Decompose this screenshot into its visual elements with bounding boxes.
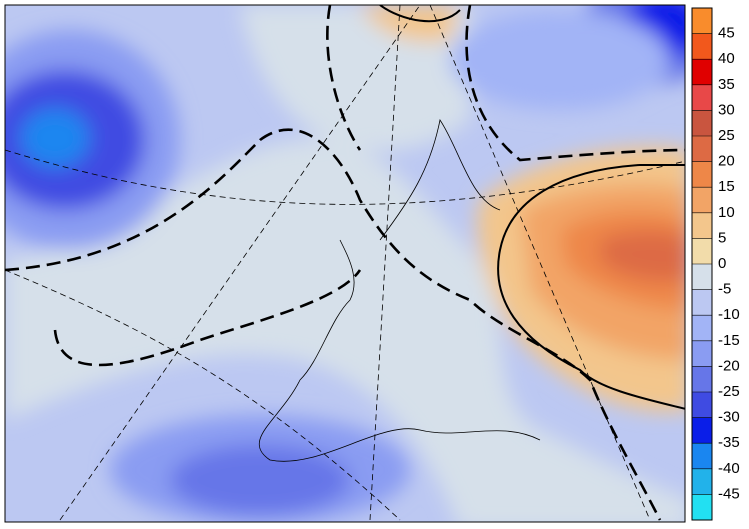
colorbar-label: -15	[718, 332, 740, 349]
colorbar-label: 5	[718, 229, 726, 246]
colorbar-swatch	[692, 59, 712, 85]
colorbar-swatch	[692, 315, 712, 341]
colorbar-swatch	[692, 161, 712, 188]
colorbar-label: -35	[718, 434, 740, 451]
colorbar-swatch	[692, 187, 712, 213]
colorbar-swatch	[692, 8, 712, 34]
colorbar-swatch	[692, 136, 712, 162]
colorbar-label: 40	[718, 50, 735, 67]
colorbar-label: 10	[718, 204, 735, 221]
colorbar-label: -45	[718, 485, 740, 502]
colorbar-label: 20	[718, 153, 735, 170]
colorbar-swatch	[692, 212, 712, 239]
colorbar-label: -20	[718, 357, 740, 374]
colorbar-label: 45	[718, 25, 735, 42]
colorbar-label: -25	[718, 383, 740, 400]
colorbar-swatch	[692, 443, 712, 469]
colorbar-label: -30	[718, 409, 740, 426]
colorbar-swatch	[692, 238, 712, 264]
colorbar: 45 40 35 30 25 20 15 10 5 0 -5 -10 -15 -20 -25 -30 -35 -4…	[691, 7, 740, 521]
colorbar-label: -40	[718, 460, 740, 477]
colorbar-swatch	[692, 340, 712, 367]
graticule	[5, 5, 685, 521]
contour-zero	[379, 5, 685, 410]
colorbar-swatch	[692, 33, 712, 60]
map-field	[5, 5, 685, 522]
colorbar-swatch	[692, 289, 712, 316]
colorbar-swatch	[692, 392, 712, 418]
colorbar-swatch	[692, 366, 712, 392]
coastlines	[258, 118, 541, 462]
colorbar-swatch	[692, 494, 712, 520]
contour-dashed	[5, 5, 685, 521]
colorbar-label: -5	[718, 281, 731, 298]
colorbar-swatch	[692, 264, 712, 290]
colorbar-label: 0	[718, 255, 726, 272]
colorbar-label: -10	[718, 306, 740, 323]
colorbar-label: 25	[718, 127, 735, 144]
colorbar-label: 30	[718, 101, 735, 118]
colorbar-label: 35	[718, 76, 735, 93]
colorbar-swatch	[692, 110, 712, 136]
colorbar-label: 15	[718, 178, 735, 195]
colorbar-swatch	[692, 417, 712, 444]
map-frame	[4, 4, 686, 523]
colorbar-swatch	[692, 468, 712, 495]
colorbar-swatch	[692, 84, 712, 111]
